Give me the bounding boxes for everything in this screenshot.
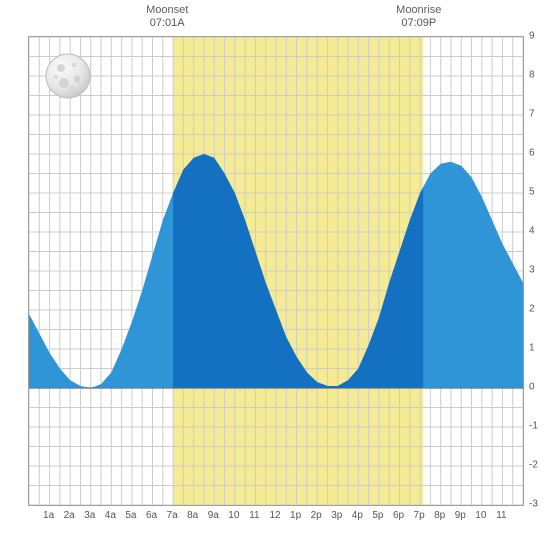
y-tick-label: 3 [529,265,535,276]
plot-area [28,36,524,506]
x-tick-label: 9a [208,510,219,521]
x-tick-label: 3p [331,510,342,521]
y-tick-label: 4 [529,226,535,237]
x-tick-label: 5p [372,510,383,521]
x-tick-label: 11 [249,510,259,521]
x-tick-label: 12 [269,510,280,521]
y-axis-labels: -3-2-10123456789 [525,36,549,504]
x-tick-label: 1a [43,510,54,521]
x-tick-label: 4p [352,510,363,521]
x-tick-label: 4a [105,510,116,521]
moonset-time: 07:01A [146,17,188,30]
x-tick-label: 8a [187,510,198,521]
x-tick-label: 10 [475,510,486,521]
y-tick-label: 0 [529,382,535,393]
x-tick-label: 1p [290,510,301,521]
y-tick-label: 8 [529,70,535,81]
moonrise-annotation: Moonrise 07:09P [396,4,441,30]
x-tick-label: 7a [167,510,178,521]
x-tick-label: 11 [496,510,506,521]
full-moon-icon [44,52,92,100]
x-tick-label: 6a [146,510,157,521]
x-tick-label: 7p [414,510,425,521]
y-tick-label: 7 [529,109,535,120]
x-tick-label: 3a [84,510,95,521]
y-tick-label: 5 [529,187,535,198]
x-tick-label: 10 [228,510,239,521]
y-tick-label: 2 [529,304,535,315]
y-tick-label: -2 [529,460,538,471]
x-tick-label: 8p [434,510,445,521]
tide-chart: Moonset 07:01A Moonrise 07:09P [0,0,550,550]
moonset-annotation: Moonset 07:01A [146,4,188,30]
y-tick-label: -1 [529,421,538,432]
moonset-title: Moonset [146,4,188,16]
x-tick-label: 6p [393,510,404,521]
y-tick-label: 6 [529,148,535,159]
moonrise-title: Moonrise [396,4,441,16]
y-tick-label: 1 [529,343,535,354]
plot-svg [29,37,523,505]
x-tick-label: 2a [64,510,75,521]
x-axis-labels: 1a 2a 3a 4a 5a 6a 7a 8a 9a 10 11 12 1p 2p 3p 4p 5p 6p 7p 8p… [28,510,522,530]
y-tick-label: -3 [529,499,538,510]
moonrise-time: 07:09P [396,17,441,30]
y-tick-label: 9 [529,31,535,42]
x-tick-label: 2p [311,510,322,521]
x-tick-label: 5a [125,510,136,521]
x-tick-label: 9p [455,510,466,521]
